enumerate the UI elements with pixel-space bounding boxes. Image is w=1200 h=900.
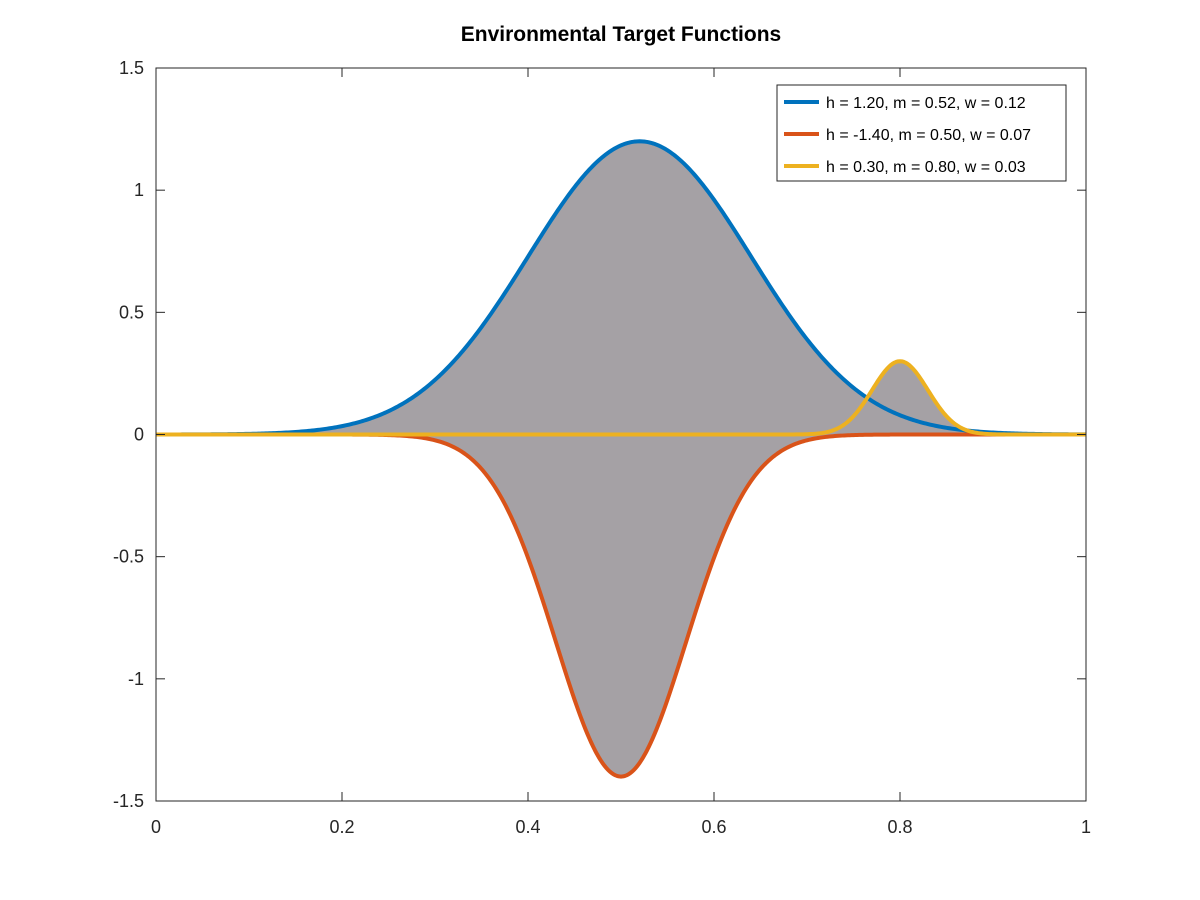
y-tick-label: -0.5	[113, 547, 144, 567]
x-tick-label: 1	[1081, 817, 1091, 837]
y-tick-label: 0	[134, 425, 144, 445]
x-tick-label: 0.6	[701, 817, 726, 837]
x-tick-label: 0.4	[515, 817, 540, 837]
x-tick-label: 0	[151, 817, 161, 837]
series-fill-1	[156, 141, 1086, 435]
y-tick-label: -1	[128, 669, 144, 689]
series-lines	[155, 139, 1087, 779]
y-tick-label: 1	[134, 180, 144, 200]
legend-label: h = 1.20, m = 0.52, w = 0.12	[826, 95, 1026, 112]
x-tick-label: 0.2	[329, 817, 354, 837]
legend-label: h = -1.40, m = 0.50, w = 0.07	[826, 127, 1031, 144]
y-tick-label: -1.5	[113, 791, 144, 811]
series-fill-3	[156, 361, 1086, 435]
series-fill-2	[156, 434, 1086, 777]
legend: h = 1.20, m = 0.52, w = 0.12 h = -1.40, m…	[776, 84, 1067, 182]
axis-ticks: 0 0.2 0.4 0.6 0.8 1 -1.5 -1 -0.5 0 0.5 1 1.5	[113, 58, 1091, 837]
area-fills	[156, 141, 1086, 777]
legend-box	[776, 84, 1067, 182]
series-line-1	[155, 139, 1087, 437]
legend-label: h = 0.30, m = 0.80, w = 0.03	[826, 159, 1026, 176]
chart-title: Environmental Target Functions	[461, 23, 781, 46]
x-tick-label: 0.8	[887, 817, 912, 837]
y-tick-label: 1.5	[119, 58, 144, 78]
series-line-3	[155, 359, 1087, 437]
y-tick-label: 0.5	[119, 302, 144, 322]
